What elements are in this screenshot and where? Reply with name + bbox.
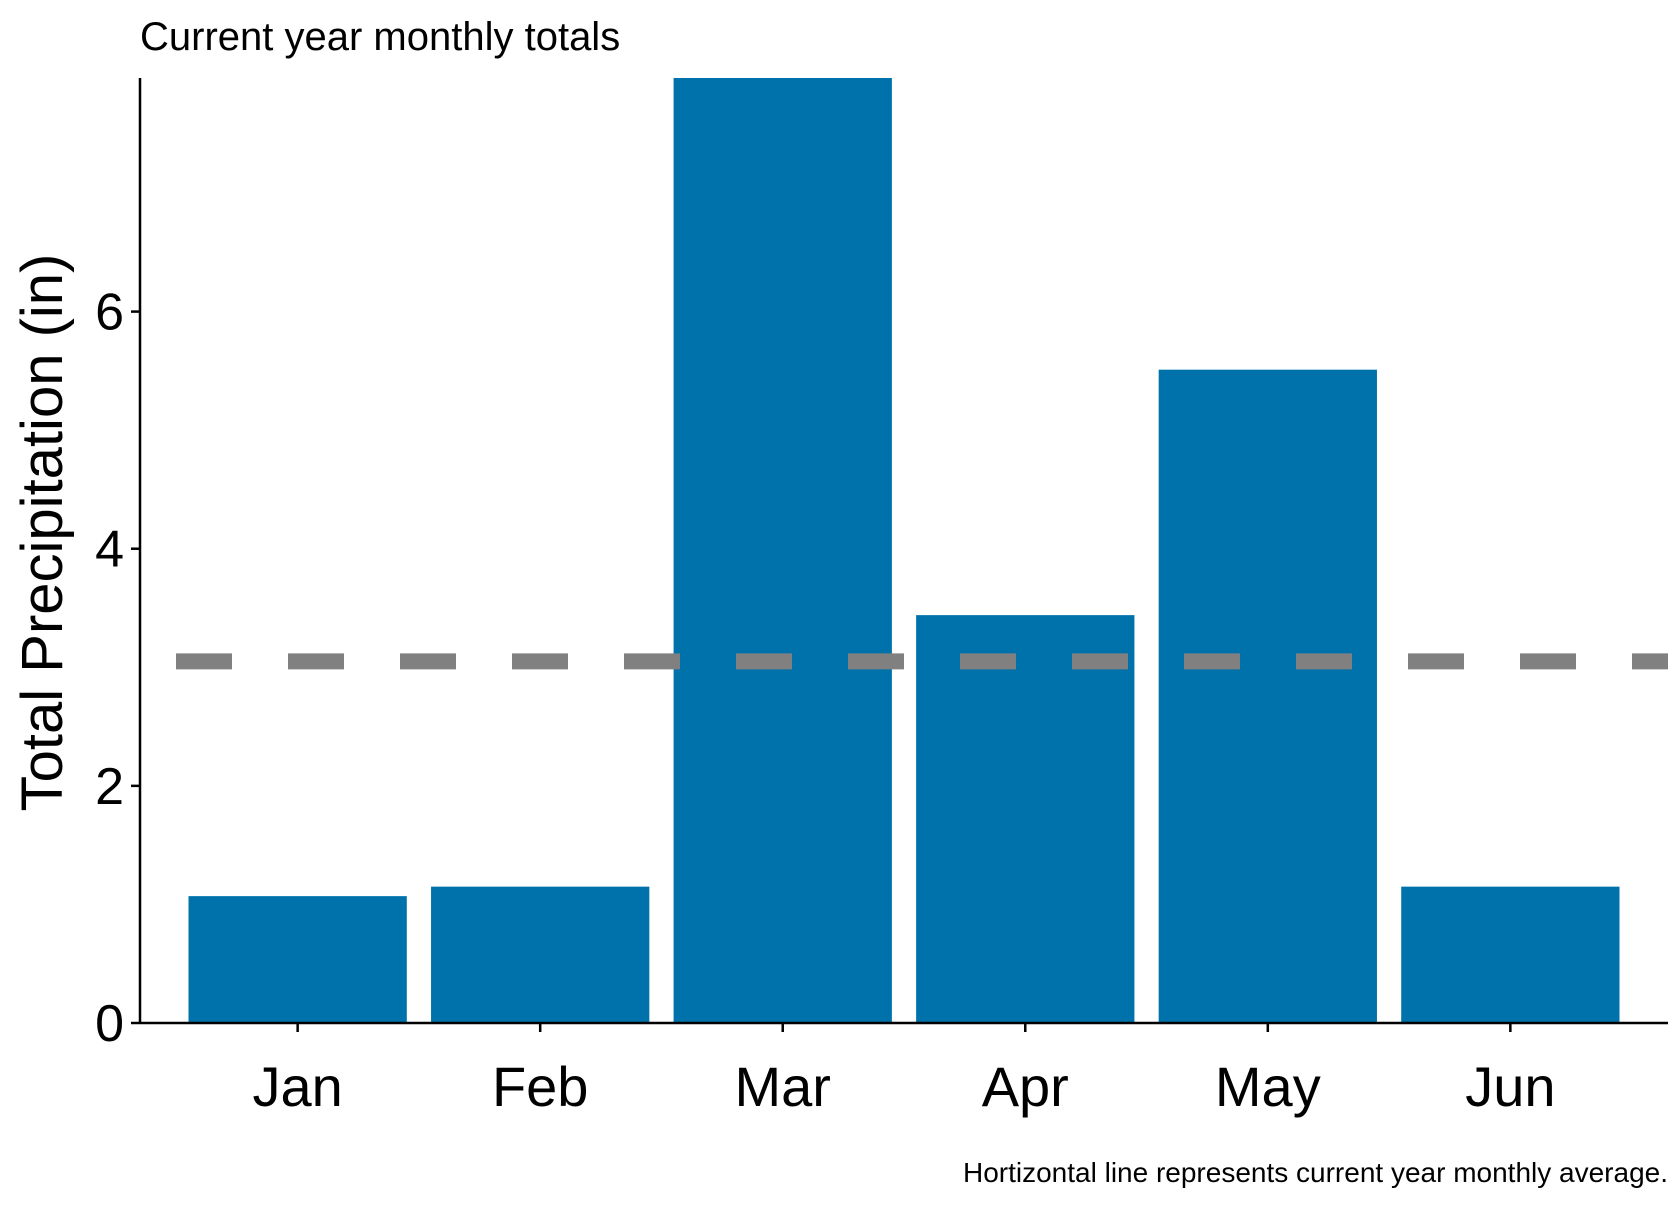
y-tick-label: 0 — [95, 995, 124, 1053]
x-tick-label-feb: Feb — [492, 1055, 589, 1118]
x-tick-label-jun: Jun — [1465, 1055, 1555, 1118]
y-tick-label: 4 — [95, 521, 124, 579]
y-axis-title: Total Precipitation (in) — [10, 254, 75, 812]
y-tick-label: 6 — [95, 284, 124, 342]
x-tick-label-jan: Jan — [253, 1055, 343, 1118]
x-tick-label-may: May — [1215, 1055, 1321, 1118]
chart-caption: Hortizontal line represents current year… — [963, 1157, 1668, 1188]
chart-subtitle: Current year monthly totals — [140, 15, 620, 59]
y-axis-ticks: 0 2 4 6 — [95, 284, 140, 1053]
bars-group — [188, 78, 1620, 1023]
bar-jan — [188, 896, 407, 1023]
bar-jun — [1401, 886, 1620, 1023]
bar-feb — [431, 886, 650, 1023]
bar-apr — [916, 615, 1135, 1023]
bar-may — [1158, 369, 1377, 1023]
bar-mar — [673, 78, 892, 1023]
x-tick-label-apr: Apr — [982, 1055, 1069, 1118]
x-tick-label-mar: Mar — [735, 1055, 831, 1118]
x-axis-ticks: Jan Feb Mar Apr May Jun — [253, 1023, 1555, 1118]
y-tick-label: 2 — [95, 758, 124, 816]
